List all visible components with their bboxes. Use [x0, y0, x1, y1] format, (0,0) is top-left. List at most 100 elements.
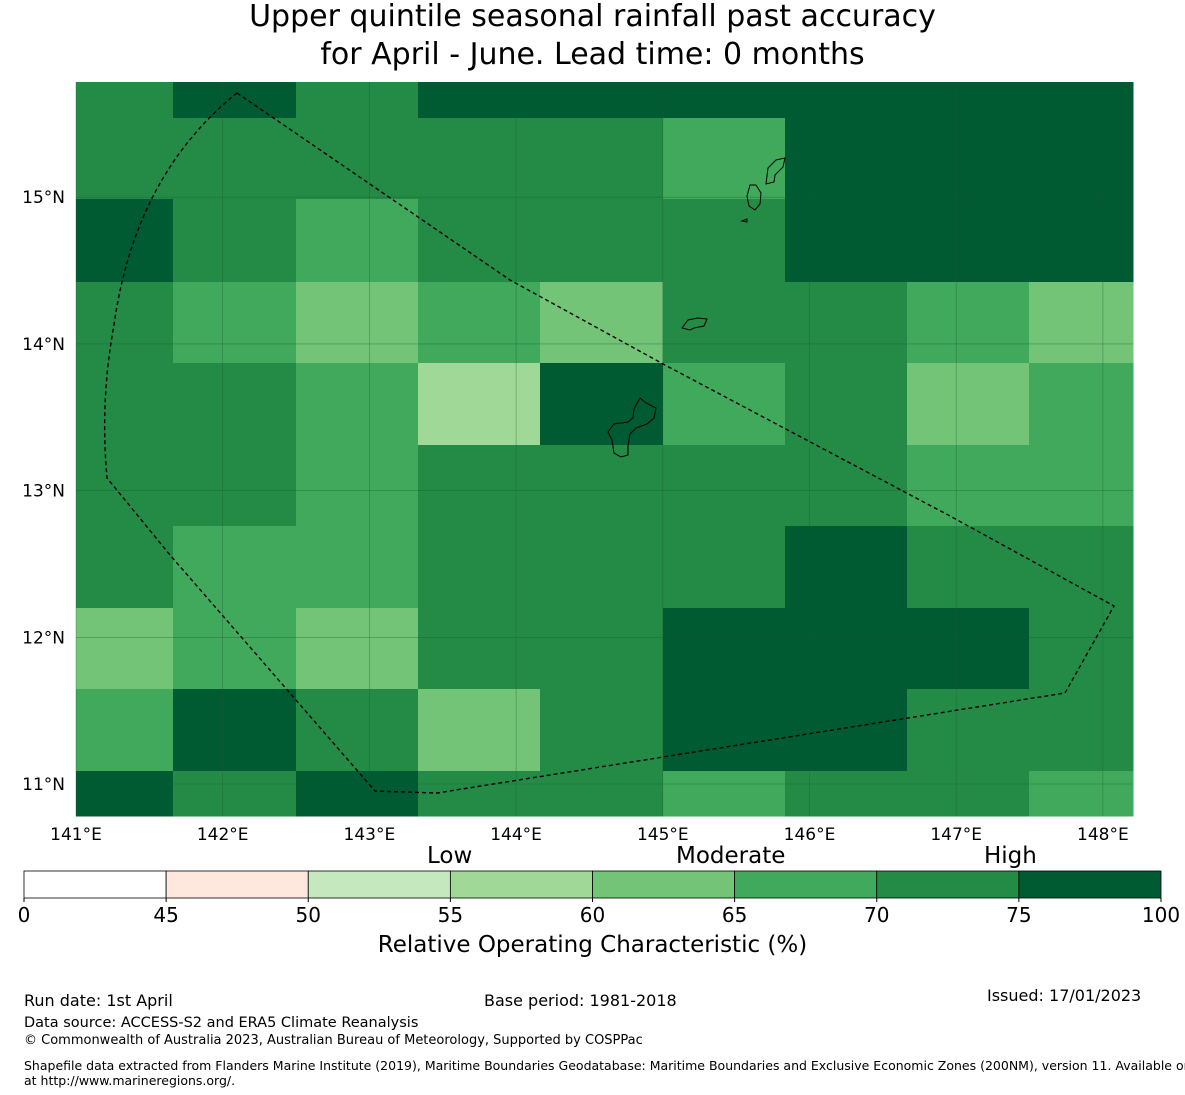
colorbar: 0 45 50 55 60 65 70 75 100 [18, 870, 1180, 927]
grid-cell [540, 282, 664, 364]
longitude-label: 146°E [784, 825, 836, 845]
grid-cell [173, 282, 297, 364]
latitude-label: 12°N [22, 628, 65, 648]
colorbar-tick-label: 60 [580, 903, 605, 927]
grid-cell [907, 82, 1030, 119]
longitude-label: 141°E [50, 825, 102, 845]
grid-cell [540, 82, 664, 119]
shapefile-credit-line1: Shapefile data extracted from Flanders M… [24, 1058, 1185, 1073]
longitude-label: 148°E [1077, 825, 1129, 845]
latitude-label: 11°N [22, 775, 65, 795]
grid-cell [540, 199, 664, 283]
grid-cell [173, 199, 297, 283]
island-aguijan [740, 218, 748, 223]
grid-cell [296, 445, 419, 527]
grid-cell [540, 526, 664, 609]
colorbar-segment [876, 870, 1020, 899]
grid-cell [785, 608, 908, 690]
grid-cell [785, 771, 908, 817]
issued-date: Issued: 17/01/2023 [987, 986, 1142, 1005]
grid-cell [540, 608, 664, 690]
longitude-label: 147°E [930, 825, 982, 845]
grid-cell [296, 199, 419, 283]
grid-cell [296, 363, 419, 446]
base-period: Base period: 1981-2018 [484, 991, 677, 1010]
island-coastlines [607, 157, 786, 458]
grid-cell [418, 199, 541, 283]
grid-cell [418, 363, 541, 446]
latitude-label: 13°N [22, 482, 65, 502]
grid-cell [663, 282, 786, 364]
grid-cell [1029, 526, 1134, 609]
map-title-line1: Upper quintile seasonal rainfall past ac… [249, 0, 936, 34]
grid-cell [663, 82, 786, 119]
shapefile-credit-line2: at http://www.marineregions.org/. [24, 1073, 236, 1088]
grid-cell [418, 82, 541, 119]
colorbar-title: Relative Operating Characteristic (%) [377, 932, 808, 958]
grid-cell [173, 771, 297, 817]
grid-cell [76, 608, 174, 690]
grid-cell [76, 526, 174, 609]
colorbar-tick-label: 55 [438, 903, 463, 927]
grid-cell [540, 363, 664, 446]
longitude-label: 144°E [490, 825, 542, 845]
grid-cell [418, 608, 541, 690]
grid-cell [785, 199, 908, 283]
grid-cell [76, 771, 174, 817]
colorbar-tick-label: 45 [153, 903, 178, 927]
grid-cell [785, 363, 908, 446]
grid-cell [1029, 771, 1134, 817]
grid-cell [173, 445, 297, 527]
grid-cell [76, 282, 174, 364]
grid-cell [1029, 608, 1134, 690]
grid-cell [173, 526, 297, 609]
colorbar-segment [1018, 870, 1162, 899]
colorbar-segment [449, 870, 593, 899]
longitude-label: 143°E [344, 825, 396, 845]
legend-category-high: High [984, 843, 1037, 869]
grid-cell [785, 445, 908, 527]
grid-cell [173, 363, 297, 446]
grid-cell [663, 363, 786, 446]
grid-cell [296, 689, 419, 772]
colorbar-tick-label: 0 [18, 903, 31, 927]
grid-cell [1029, 445, 1134, 527]
grid-cell [907, 363, 1030, 446]
map-title-line2: for April - June. Lead time: 0 months [320, 37, 865, 72]
colorbar-segment [734, 870, 878, 899]
island-rota [681, 317, 708, 331]
grid-cell [296, 118, 419, 200]
longitude-label: 142°E [197, 825, 249, 845]
graticule [75, 82, 1133, 816]
colorbar-segment [165, 870, 309, 899]
grid-cell [173, 82, 297, 119]
grid-cell [540, 118, 664, 200]
latitude-label: 14°N [22, 335, 65, 355]
grid-cell [907, 689, 1030, 772]
grid-cell [76, 118, 174, 200]
colorbar-tick-label: 65 [722, 903, 747, 927]
grid-cell [76, 445, 174, 527]
eez-boundary [103, 92, 1115, 794]
colorbar-segment [307, 870, 451, 899]
grid-cell [76, 689, 174, 772]
grid-cell [418, 118, 541, 200]
grid-cell [907, 445, 1030, 527]
grid-cell [785, 526, 908, 609]
longitude-label: 145°E [637, 825, 689, 845]
grid-cell [663, 771, 786, 817]
grid-cell [663, 608, 786, 690]
island-saipan [765, 157, 786, 185]
grid-cell [1029, 199, 1134, 283]
grid-cell [907, 608, 1030, 690]
grid-cell [663, 445, 786, 527]
grid-cell [663, 526, 786, 609]
grid-cell [663, 118, 786, 200]
grid-cell [663, 199, 786, 283]
latitude-label: 15°N [22, 188, 65, 208]
grid-cell [540, 689, 664, 772]
grid-cell [785, 282, 908, 364]
grid-cell [296, 771, 419, 817]
grid-cell [785, 689, 908, 772]
